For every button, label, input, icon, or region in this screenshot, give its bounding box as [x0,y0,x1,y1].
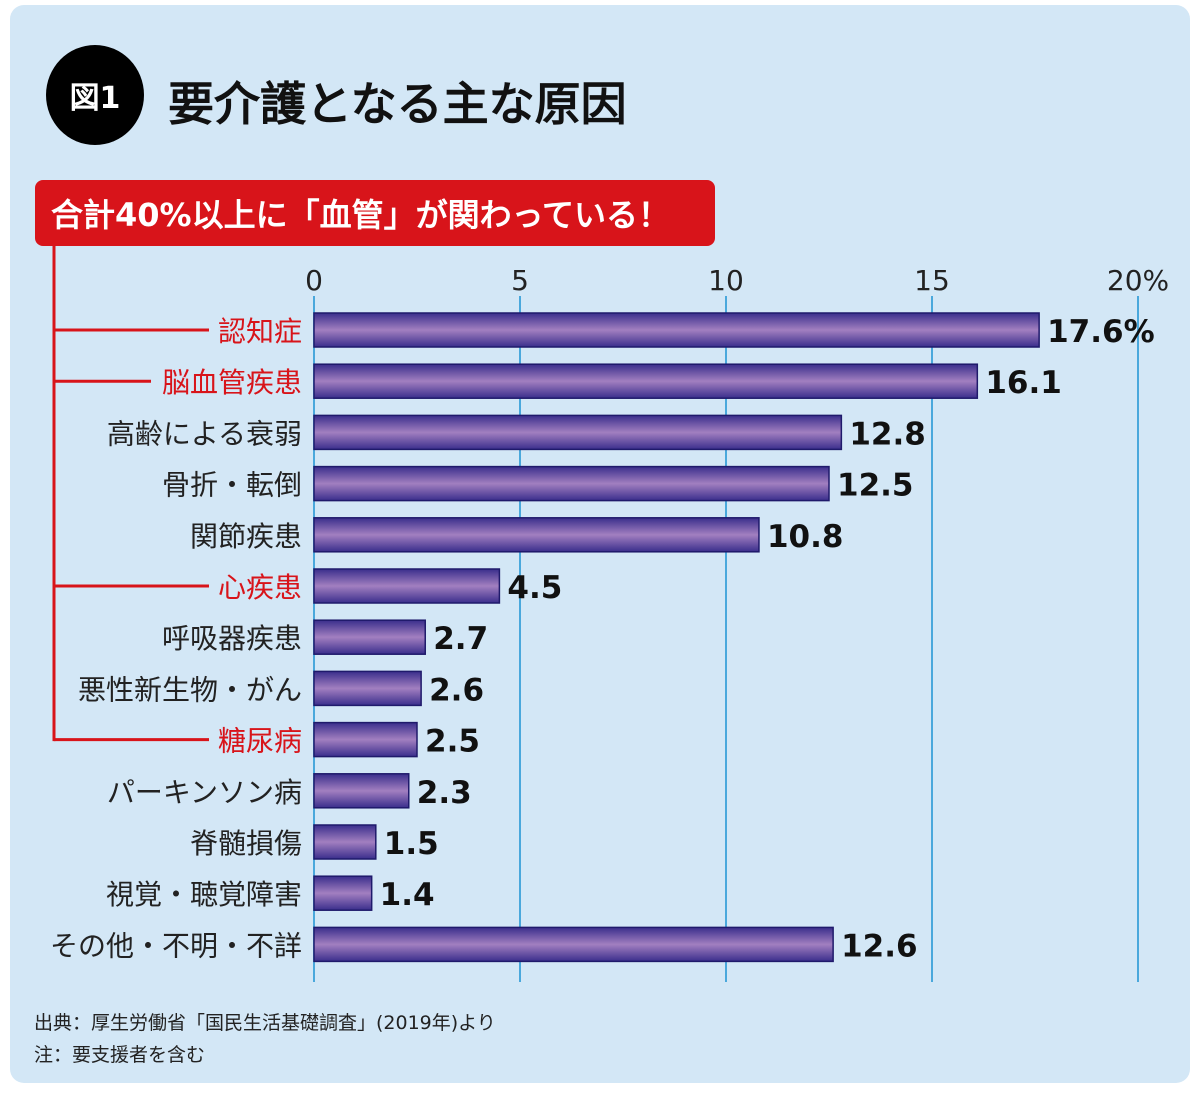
value-label: 1.4 [380,877,435,913]
category-label: 骨折・転倒 [162,469,302,502]
value-label: 2.7 [433,621,488,657]
value-label: 2.5 [425,724,480,760]
category-label: 心疾患 [218,571,302,604]
bar [313,414,843,451]
category-label: 悪性新生物・がん [78,673,302,706]
callout-banner: 合計40%以上に「血管」が関わっている！ [35,180,715,246]
value-label: 16.1 [985,365,1062,401]
category-label: パーキンソン病 [107,776,302,809]
bar [313,619,426,655]
bar [313,875,373,911]
bar [313,568,501,604]
x-tick-label: 15 [914,264,950,297]
source-note: 出典：厚生労働省「国民生活基礎調査」(2019年)より [34,1012,496,1034]
bar [313,926,834,963]
value-label: 1.5 [384,826,439,862]
category-label: 呼吸器疾患 [162,622,302,655]
value-label: 4.5 [507,570,562,606]
x-tick-label: 20% [1107,264,1169,297]
category-label: 糖尿病 [218,725,302,758]
bar [313,363,979,399]
x-tick-label: 10 [708,264,744,297]
category-label: 関節疾患 [190,520,302,553]
figure-badge: 図1 [46,45,144,145]
bar [313,824,377,860]
chart-title: 要介護となる主な原因 [168,77,627,131]
value-label: 12.6 [841,928,918,964]
category-label: その他・不明・不詳 [50,929,302,962]
value-label: 2.3 [417,775,472,811]
x-tick-label: 0 [305,264,323,297]
category-label: 視覚・聴覚障害 [106,878,302,911]
value-label: 17.6% [1047,314,1155,350]
value-label: 12.8 [849,416,926,452]
bar [313,465,830,502]
category-label: 脊髄損傷 [190,827,302,860]
x-tick-label: 5 [511,264,529,297]
value-label: 12.5 [837,468,914,504]
value-label: 2.6 [429,672,484,708]
value-label: 10.8 [767,519,844,555]
category-label: 脳血管疾患 [162,366,302,399]
bar [313,721,418,758]
category-label: 高齢による衰弱 [107,417,302,450]
footnote: 注：要支援者を含む [34,1044,206,1066]
bar [313,312,1040,348]
bar [313,773,410,809]
category-label: 認知症 [218,315,302,348]
bar [313,670,422,707]
bar [313,517,760,553]
